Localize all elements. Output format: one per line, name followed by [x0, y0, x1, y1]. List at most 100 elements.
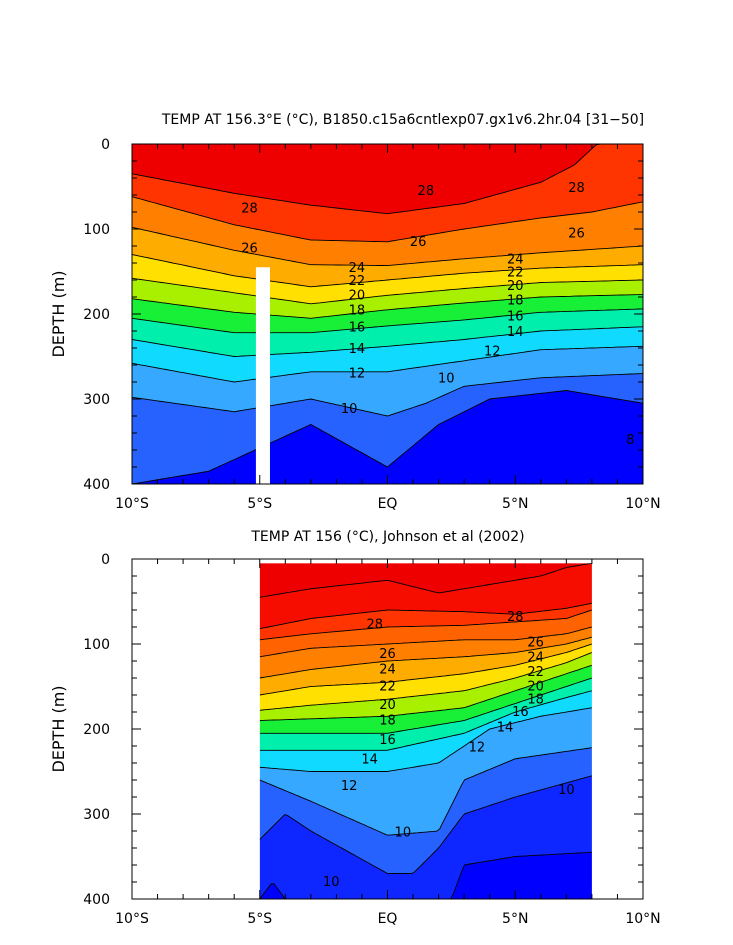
- field-cell: [560, 267, 564, 283]
- field-cell: [327, 750, 330, 772]
- field-cell: [519, 220, 522, 255]
- field-cell: [422, 235, 426, 263]
- field-column: [338, 563, 341, 899]
- field-cell: [373, 281, 377, 297]
- field-column: [340, 563, 343, 899]
- field-cell: [259, 230, 263, 256]
- field-cell: [271, 315, 275, 333]
- field-cell: [284, 769, 286, 791]
- field-cell: [354, 282, 357, 299]
- field-cell: [139, 299, 143, 320]
- field-cell: [527, 297, 530, 314]
- field-cell: [589, 281, 593, 296]
- field-cell: [267, 231, 271, 257]
- field-cell: [595, 266, 599, 282]
- field-cell: [299, 429, 302, 484]
- field-cell: [368, 683, 371, 701]
- field-cell: [147, 144, 151, 177]
- field-cell: [281, 674, 284, 692]
- field-cell: [360, 629, 363, 646]
- field-cell: [356, 265, 359, 283]
- field-cell: [332, 811, 335, 844]
- field-cell: [519, 314, 522, 334]
- field-cell: [627, 400, 630, 484]
- field-cell: [611, 265, 615, 281]
- field-cell: [275, 332, 279, 355]
- field-cell: [529, 185, 532, 220]
- field-cell: [289, 353, 292, 375]
- field-cell: [244, 409, 247, 455]
- field-cell: [637, 246, 640, 265]
- field-cell: [181, 347, 184, 373]
- field-cell: [586, 249, 589, 267]
- field-cell: [605, 209, 609, 249]
- field-cell: [341, 771, 344, 816]
- field-cell: [149, 342, 153, 367]
- field-cell: [363, 144, 367, 212]
- field-cell: [289, 792, 292, 817]
- field-cell: [295, 821, 298, 899]
- field-cell: [375, 212, 379, 242]
- field-cell: [424, 235, 428, 263]
- field-cell: [318, 617, 321, 634]
- contour-label-10: 10: [438, 372, 455, 387]
- field-column: [324, 144, 328, 484]
- field-cell: [151, 342, 155, 368]
- field-cell: [358, 210, 361, 242]
- field-cell: [426, 322, 430, 343]
- field-cell: [349, 646, 352, 666]
- field-column: [284, 563, 286, 899]
- field-cell: [495, 285, 499, 301]
- field-cell: [187, 348, 190, 374]
- field-cell: [371, 296, 375, 312]
- field-cell: [220, 273, 224, 291]
- field-cell: [452, 144, 455, 205]
- field-cell: [244, 294, 247, 314]
- field-cell: [271, 720, 274, 734]
- field-cell: [507, 381, 510, 397]
- field-cell: [341, 750, 344, 772]
- field-cell: [232, 332, 235, 357]
- field-column: [359, 144, 363, 484]
- field-cell: [220, 465, 224, 484]
- field-column: [251, 144, 255, 484]
- field-cell: [303, 750, 306, 771]
- field-cell: [345, 750, 348, 772]
- field-cell: [432, 234, 436, 262]
- field-cell: [397, 325, 400, 346]
- field-cell: [358, 371, 361, 410]
- field-cell: [352, 313, 355, 329]
- field-cell: [291, 672, 294, 690]
- field-cell: [635, 294, 638, 310]
- field-cell: [185, 144, 188, 185]
- field-cell: [507, 270, 510, 286]
- field-cell: [317, 718, 320, 734]
- field-cell: [194, 473, 198, 484]
- field-cell: [340, 405, 343, 442]
- field-cell: [230, 356, 233, 382]
- field-cell: [282, 636, 285, 653]
- field-cell: [318, 302, 322, 318]
- field-cell: [350, 646, 353, 666]
- field-cell: [361, 645, 364, 664]
- field-cell: [367, 645, 369, 664]
- field-cell: [501, 192, 505, 224]
- field-column: [263, 563, 266, 899]
- field-cell: [264, 767, 267, 783]
- field-cell: [534, 282, 538, 298]
- field-cell: [625, 144, 628, 206]
- field-cell: [382, 627, 385, 645]
- field-cell: [267, 831, 270, 888]
- field-cell: [196, 214, 200, 243]
- field-cell: [625, 374, 628, 401]
- field-column: [177, 144, 180, 484]
- field-cell: [499, 355, 503, 383]
- field-cell: [548, 216, 552, 253]
- field-cell: [222, 410, 225, 465]
- field-cell: [346, 563, 349, 585]
- field-cell: [345, 702, 348, 718]
- field-cell: [272, 692, 275, 709]
- field-cell: [347, 817, 350, 852]
- field-cell: [285, 201, 288, 236]
- field-cell: [141, 482, 145, 484]
